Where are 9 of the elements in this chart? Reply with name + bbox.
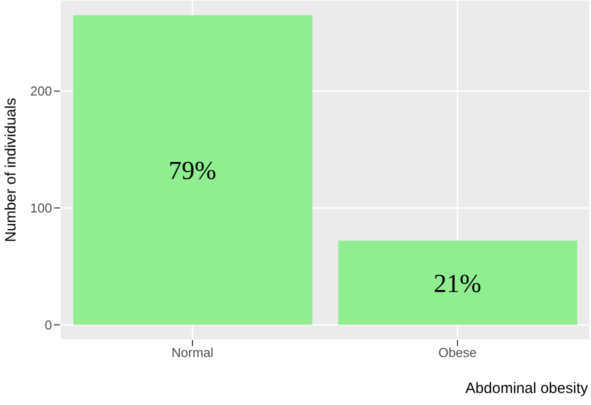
y-tick-label: 0 xyxy=(44,317,52,332)
y-axis-title: Number of individuals xyxy=(2,98,20,242)
y-tick-label: 200 xyxy=(30,84,52,99)
annotation: 79% xyxy=(168,156,216,186)
y-tick-label: 100 xyxy=(30,200,52,216)
annotation: 21% xyxy=(434,268,482,298)
x-axis-title: Abdominal obesity xyxy=(465,380,588,397)
x-tick-label: Obese xyxy=(438,345,477,360)
x-tick-label: Normal xyxy=(172,345,214,360)
